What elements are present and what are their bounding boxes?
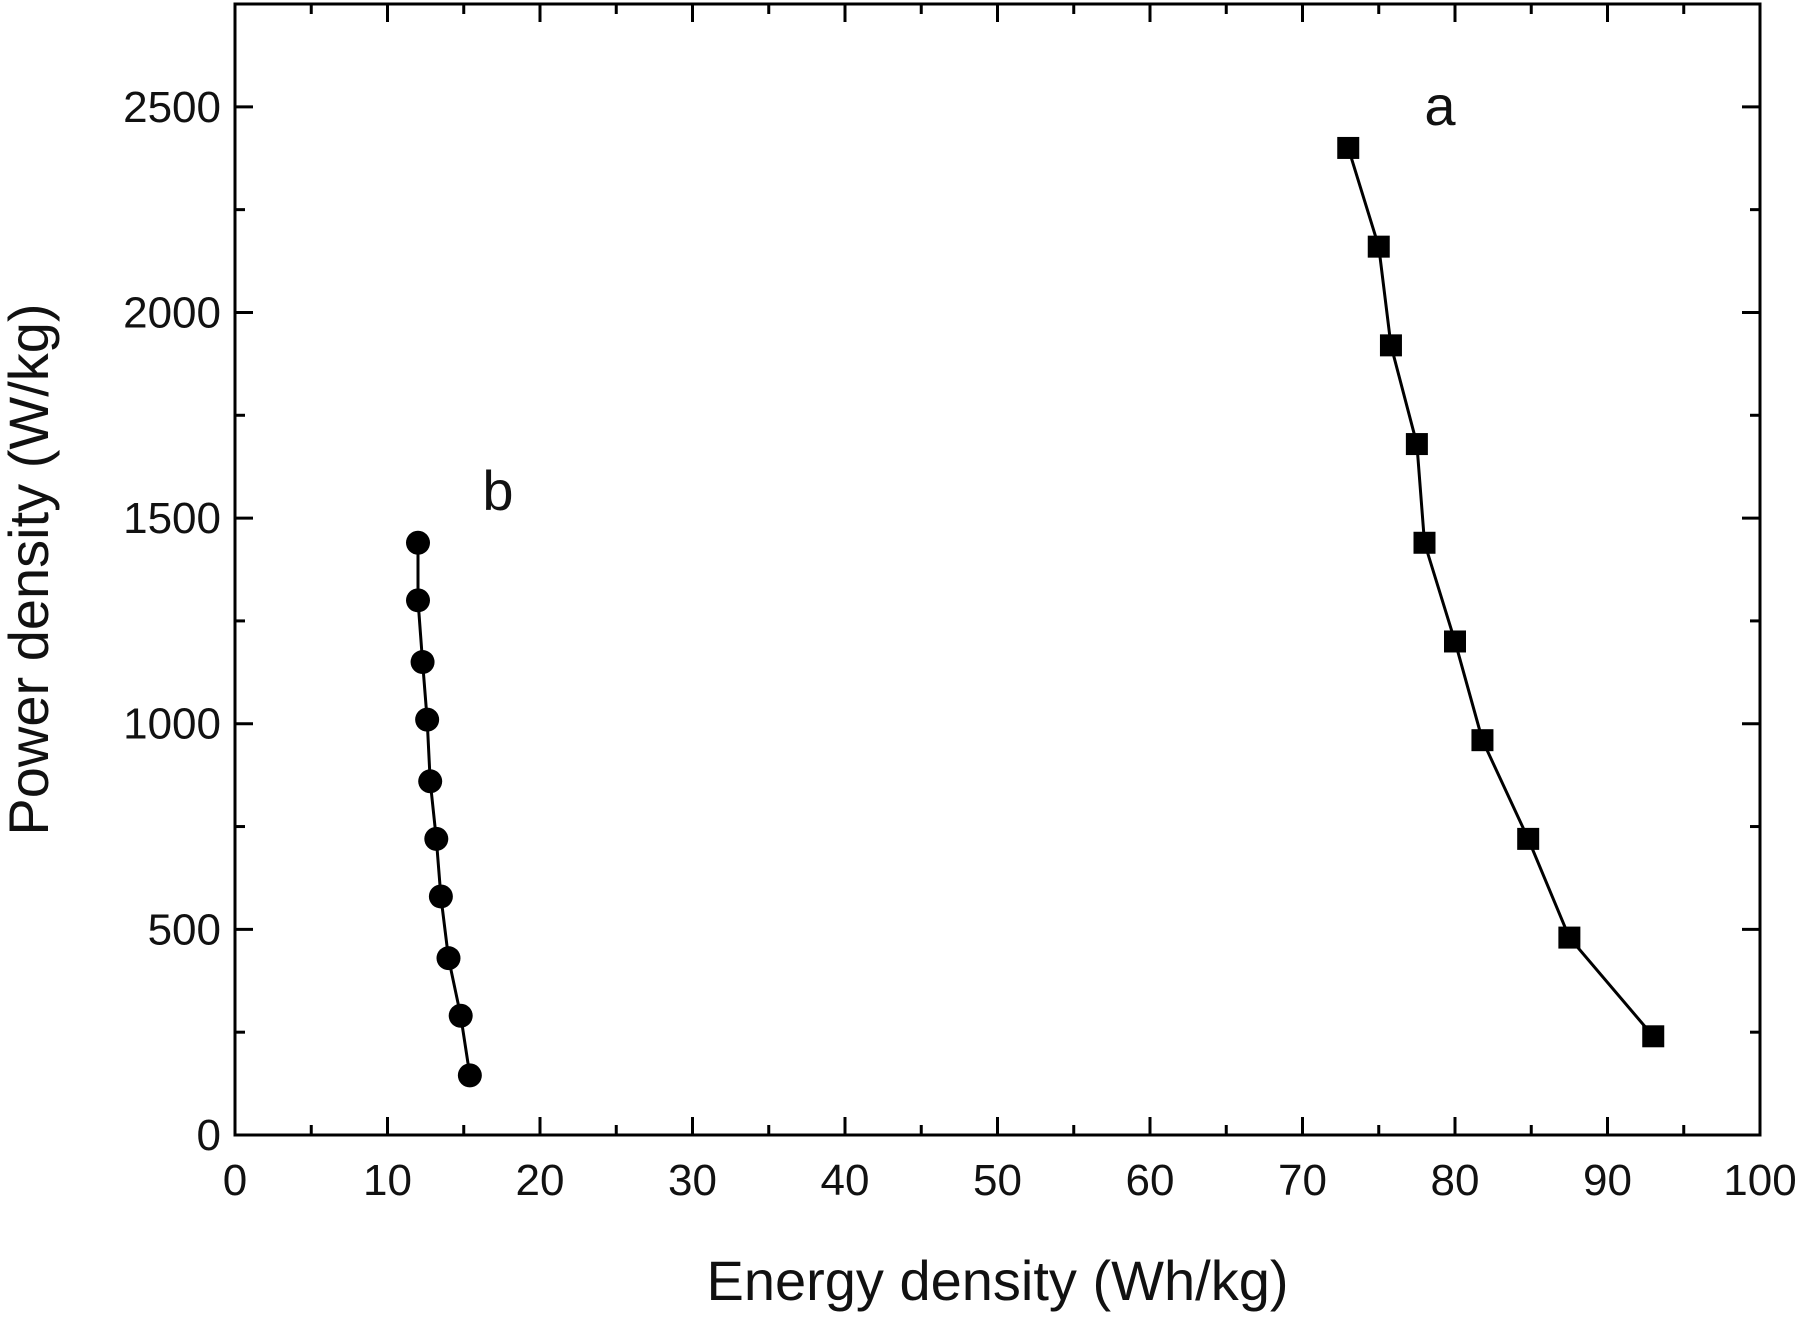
series-line [416, 542, 472, 1076]
x-tick-label: 40 [821, 1156, 870, 1205]
x-tick-label: 90 [1583, 1156, 1632, 1205]
x-tick-label: 60 [1126, 1156, 1175, 1205]
data-point [415, 707, 440, 732]
data-point [406, 530, 430, 555]
data-point [418, 769, 443, 794]
data-point [424, 826, 449, 851]
x-tick-label: 70 [1278, 1156, 1327, 1205]
series-a: a [1337, 74, 1665, 1048]
x-tick-label: 80 [1431, 1156, 1480, 1205]
data-point [406, 588, 430, 613]
y-axis-label: Power density (W/kg) [0, 303, 60, 835]
data-point [428, 884, 453, 909]
x-tick-label: 10 [363, 1156, 412, 1205]
y-tick-label: 2000 [123, 288, 221, 337]
x-tick-label: 100 [1723, 1156, 1796, 1205]
data-point [1517, 827, 1540, 850]
data-point [1558, 926, 1581, 949]
data-point [1367, 235, 1390, 258]
x-tick-label: 50 [973, 1156, 1022, 1205]
data-point [410, 650, 435, 675]
axis-ticks: 0 10 20 30 40 50 60 70 80 90 100050010001500200025… [123, 2, 1797, 1205]
series-b: b [406, 459, 514, 1088]
y-tick-label: 1500 [123, 494, 221, 543]
data-point [1413, 531, 1436, 554]
data-point [1642, 1025, 1665, 1048]
data-point [1337, 136, 1360, 159]
series-line [1346, 147, 1655, 1038]
data-point [436, 946, 461, 971]
series-layer: ab [406, 74, 1665, 1088]
data-point [448, 1003, 473, 1028]
series-label: b [482, 459, 513, 522]
y-tick-label: 500 [148, 905, 221, 954]
y-tick-label: 2500 [123, 83, 221, 132]
x-tick-label: 30 [668, 1156, 717, 1205]
x-tick-label: 0 [223, 1156, 247, 1205]
y-tick-label: 1000 [123, 700, 221, 749]
plot-frame [233, 2, 1762, 1137]
data-point [457, 1063, 482, 1088]
plot-border [233, 2, 1762, 1137]
y-tick-label: 0 [197, 1111, 221, 1160]
series-label: a [1424, 74, 1456, 137]
x-tick-label: 20 [516, 1156, 565, 1205]
data-point [1379, 334, 1402, 357]
x-axis-label: Energy density (Wh/kg) [707, 1249, 1289, 1312]
data-point [1444, 630, 1466, 653]
data-point [1405, 433, 1428, 456]
data-point [1471, 729, 1494, 752]
